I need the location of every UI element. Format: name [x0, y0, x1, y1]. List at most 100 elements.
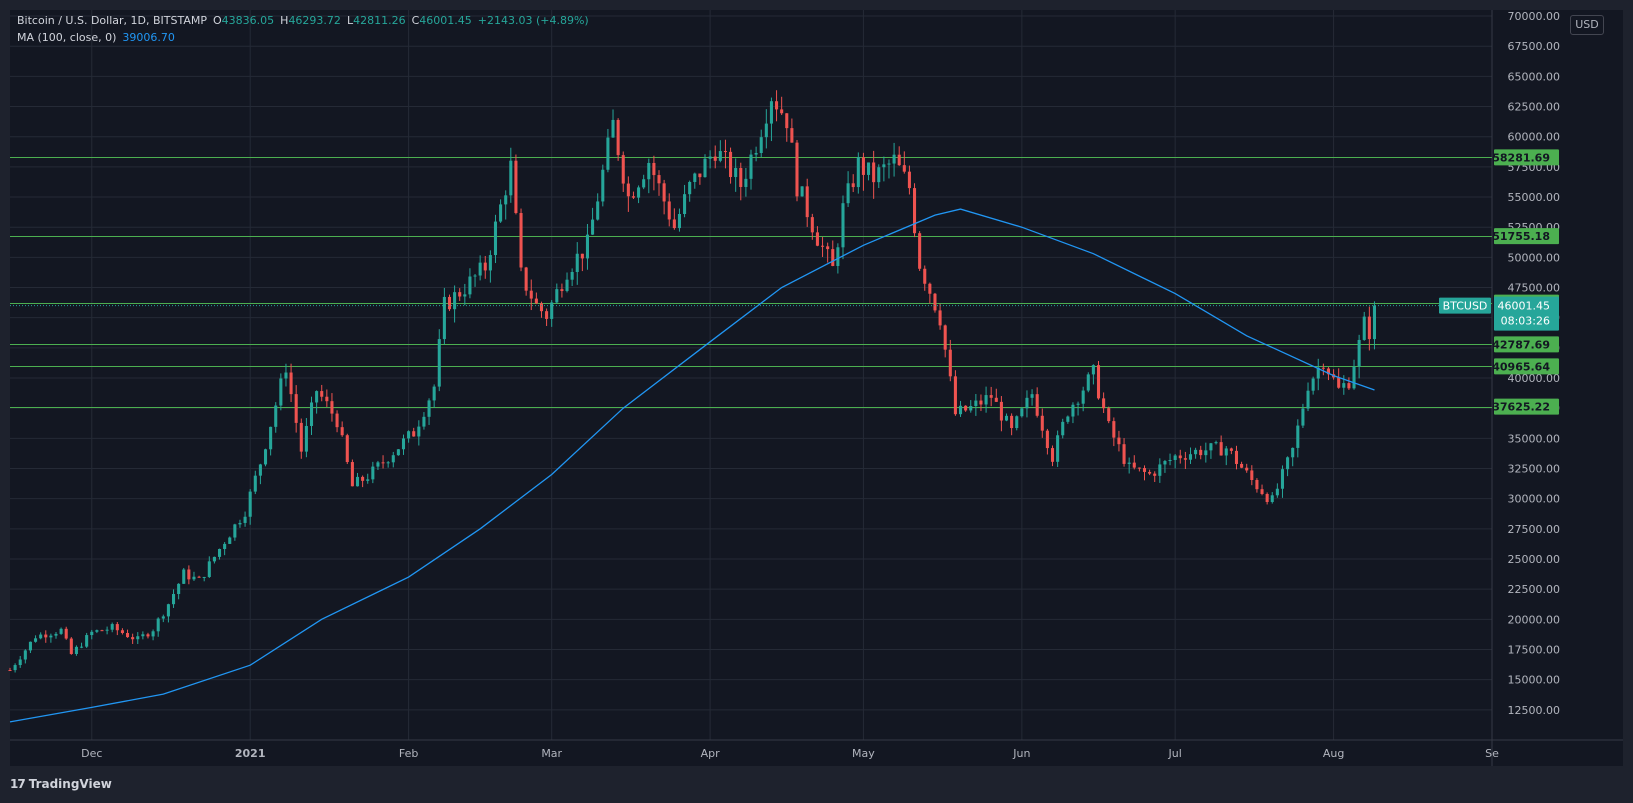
- candle-body: [458, 292, 462, 297]
- candle-body: [912, 188, 917, 234]
- candle-body: [923, 268, 927, 284]
- currency-button[interactable]: USD: [1570, 15, 1604, 35]
- candle-body: [984, 395, 988, 405]
- candle-body: [1199, 449, 1203, 456]
- x-tick-label: Dec: [81, 747, 102, 760]
- x-tick-label: May: [852, 747, 875, 760]
- price-axis-background: [1492, 10, 1623, 740]
- candle-body: [652, 162, 656, 176]
- candle-body: [775, 101, 779, 110]
- candle-body: [1168, 459, 1172, 462]
- candle-body: [1066, 416, 1070, 422]
- close-value: 46001.45: [419, 14, 472, 27]
- candle-body: [1209, 443, 1213, 451]
- candle-body: [1372, 305, 1376, 340]
- candle-body: [243, 516, 247, 523]
- candle-body: [1311, 378, 1315, 391]
- level-price-label: 42787.69: [1492, 338, 1550, 351]
- candle-body: [110, 624, 114, 630]
- candle-body: [361, 476, 365, 481]
- tradingview-branding[interactable]: 17 TradingView: [10, 777, 112, 791]
- time-axis-background: [10, 740, 1623, 766]
- candle-body: [723, 151, 727, 153]
- candle-body: [493, 221, 498, 256]
- change-value: +2143.03 (+4.89%): [477, 14, 589, 27]
- candle-body: [1240, 463, 1244, 468]
- candle-body: [1142, 468, 1147, 472]
- candle-body: [39, 634, 43, 639]
- candle-body: [734, 168, 738, 178]
- candle-body: [304, 425, 308, 452]
- candle-body: [1316, 367, 1320, 379]
- candle-body: [355, 476, 360, 487]
- level-price-label: 37625.22: [1492, 401, 1550, 414]
- high-value: 46293.72: [288, 14, 341, 27]
- level-price-tag: [1494, 336, 1559, 353]
- low-label: L: [346, 14, 354, 27]
- candle-body: [1362, 316, 1366, 340]
- candle-body: [565, 279, 569, 292]
- candle-body: [238, 522, 242, 525]
- y-tick-label: 15000.00: [1508, 674, 1561, 687]
- candle-body: [861, 157, 865, 175]
- candle-body: [672, 219, 676, 229]
- candle-body: [13, 665, 17, 671]
- candle-body: [524, 267, 528, 291]
- candle-body: [126, 633, 130, 638]
- candle-body: [197, 576, 201, 578]
- candle-body: [1004, 415, 1009, 421]
- candle-body: [263, 449, 268, 465]
- candle-body: [115, 624, 119, 631]
- candle-body: [391, 455, 395, 463]
- ma-row[interactable]: MA (100, close, 0) 39006.70: [17, 29, 589, 46]
- level-price-tag: [1494, 228, 1559, 245]
- x-tick-label: Jun: [1012, 747, 1030, 760]
- candle-body: [309, 402, 314, 426]
- y-tick-label: 67500.00: [1508, 40, 1561, 53]
- candle-body: [315, 391, 319, 403]
- candle-body: [928, 283, 932, 294]
- ohlc-row: Bitcoin / U.S. Dollar, 1D, BITSTAMP O4383…: [17, 12, 589, 29]
- candle-body: [340, 427, 344, 436]
- candle-body: [146, 634, 150, 637]
- chart-legend: Bitcoin / U.S. Dollar, 1D, BITSTAMP O4383…: [17, 12, 589, 46]
- candle-body: [54, 633, 58, 636]
- candle-body: [621, 155, 625, 184]
- candle-body: [28, 641, 32, 651]
- candle-body: [555, 289, 559, 303]
- candle-body: [1010, 415, 1014, 429]
- open-label: O: [212, 14, 222, 27]
- level-price-tag: [1494, 149, 1559, 166]
- y-tick-label: 65000.00: [1508, 70, 1561, 83]
- candle-body: [1025, 397, 1029, 409]
- candle-body: [212, 556, 216, 562]
- candle-body: [938, 310, 942, 326]
- low-value: 42811.26: [353, 14, 406, 27]
- candle-body: [44, 634, 48, 638]
- candle-body: [499, 204, 503, 222]
- candle-body: [253, 475, 257, 492]
- candle-body: [780, 109, 784, 114]
- candle-body: [371, 466, 375, 480]
- candle-body: [969, 406, 973, 411]
- candle-body: [616, 119, 620, 156]
- candle-body: [606, 137, 610, 170]
- candle-body: [1076, 403, 1080, 405]
- candle-body: [217, 549, 222, 557]
- y-tick-label: 30000.00: [1508, 493, 1561, 506]
- candle-body: [744, 178, 748, 187]
- candle-body: [207, 561, 211, 577]
- candle-body: [943, 325, 947, 350]
- candle-body: [1229, 448, 1233, 451]
- candle-body: [131, 637, 135, 640]
- candles-group: [8, 90, 1376, 673]
- x-tick-label: Aug: [1323, 747, 1344, 760]
- candle-body: [23, 650, 27, 660]
- candle-body: [560, 289, 564, 292]
- candle-body: [529, 290, 533, 299]
- candle-body: [974, 400, 978, 407]
- candle-body: [841, 203, 845, 248]
- candle-body: [1255, 479, 1259, 490]
